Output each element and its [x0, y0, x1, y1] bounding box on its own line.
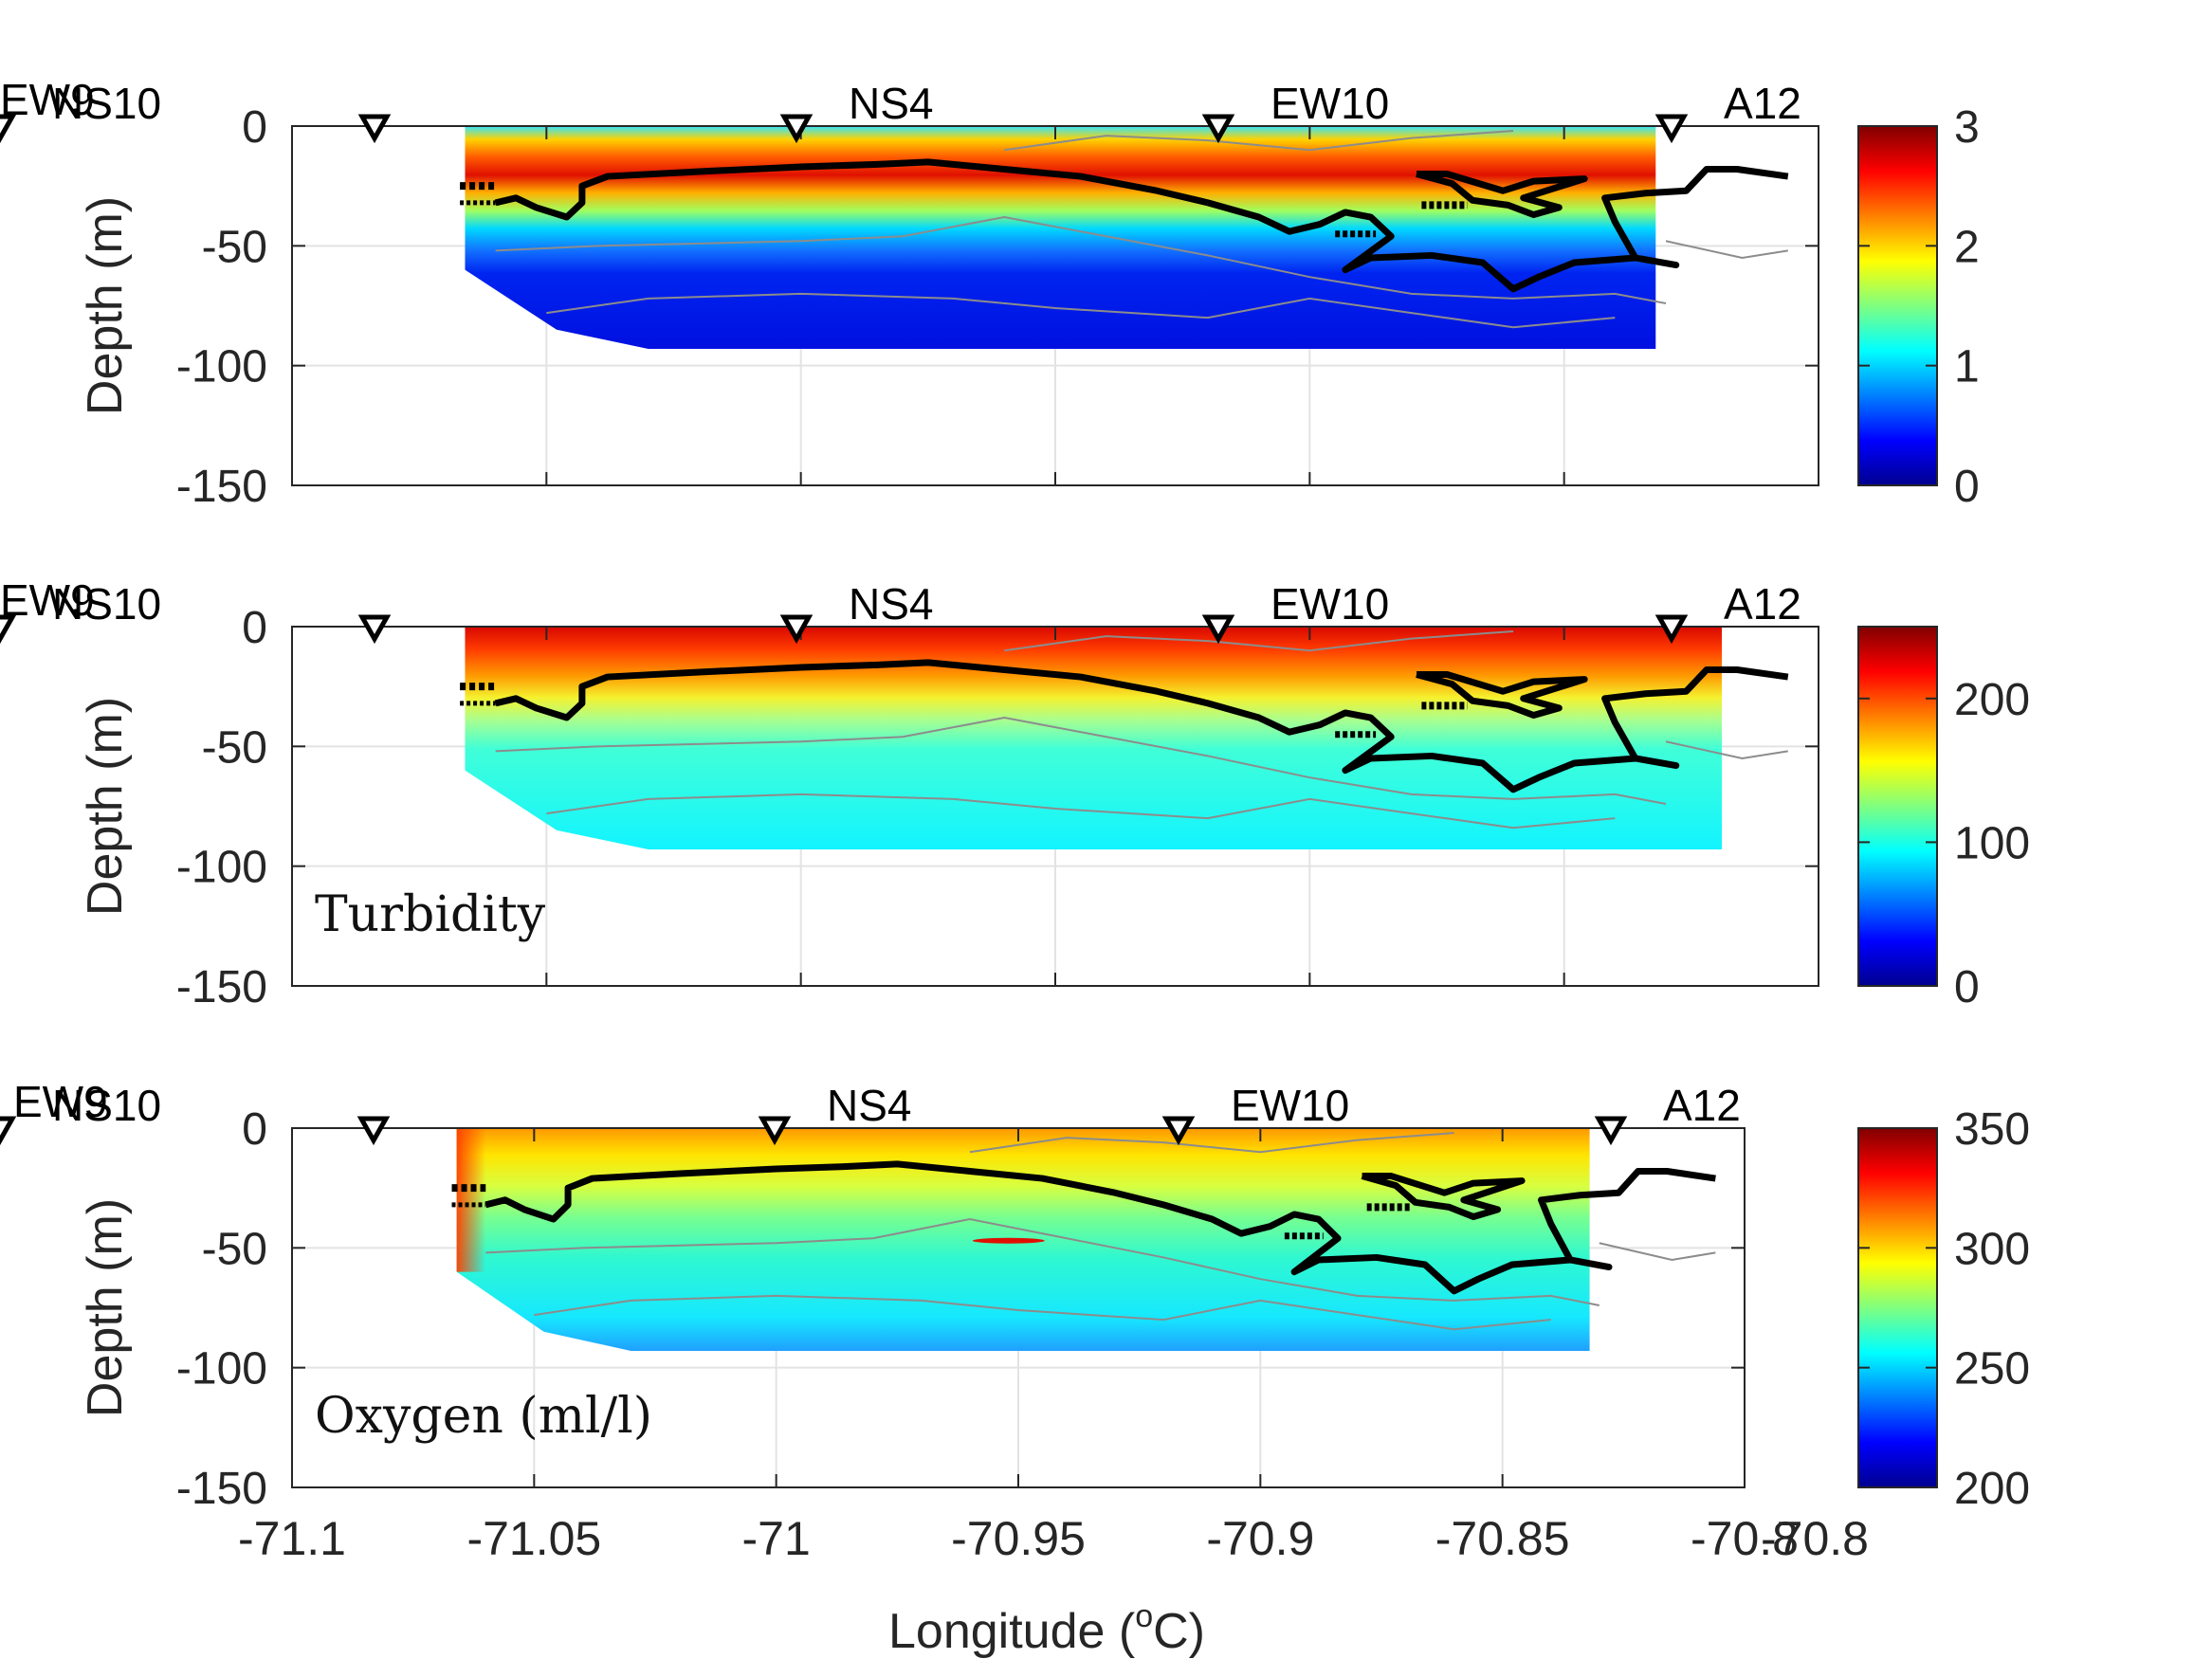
grey-contour [495, 716, 1667, 805]
grey-contour [1665, 240, 1788, 259]
station-label-ns4: NS4 [827, 1081, 911, 1130]
black-isoline [494, 659, 1789, 793]
inset-label: Turbidity [315, 886, 546, 943]
x-tick-label: -71.05 [466, 1512, 601, 1565]
x-axis-title-group: Longitude (oC) [888, 1598, 1205, 1659]
station-label-ew9: EW9 [13, 1077, 108, 1126]
y-tick-label: -50 [202, 1224, 267, 1274]
y-tick-label: -50 [202, 222, 267, 272]
station-marker-ns10 [0, 114, 17, 144]
panel-oxygen: 0 -50 -100 -150-71.1 -71.05 -71 -70.95 -70.9 -70… [0, 1077, 2030, 1565]
x-tick-label: -70.95 [951, 1512, 1086, 1565]
data-field [465, 126, 1656, 349]
grey-contour [1599, 1242, 1716, 1261]
colorbar-tick-label: 1 [1954, 342, 1980, 392]
station-label-a12: A12 [1724, 79, 1801, 128]
station-label-a12: A12 [1724, 579, 1801, 629]
station-label-ns10: NS10 [52, 79, 161, 128]
station-label-ew10: EW10 [1231, 1081, 1349, 1130]
station-marker-ns10 [0, 614, 17, 645]
data-field [465, 627, 1723, 849]
colorbar-tick-label: 350 [1954, 1104, 2030, 1155]
grey-contour [546, 793, 1616, 830]
x-tick-label: -70.9 [1206, 1512, 1314, 1565]
x-tick-label: -71 [742, 1512, 811, 1565]
station-marker-a12 [1654, 114, 1689, 144]
y-tick-label: 0 [242, 1104, 267, 1155]
x-tick-label: -70.85 [1435, 1512, 1570, 1565]
station-label-ns4: NS4 [849, 579, 933, 629]
station-label-a12: A12 [1663, 1081, 1741, 1130]
colorbar [1857, 1127, 1938, 1488]
x-tick-label: -71.1 [238, 1512, 346, 1565]
station-marker-ew9 [357, 114, 392, 144]
colorbar-tick-label: 2 [1954, 222, 1980, 272]
y-tick-label: -150 [176, 1464, 267, 1514]
data-field-edge [456, 1128, 486, 1272]
station-marker-ew9 [356, 1116, 391, 1146]
colorbar-tick-label: 0 [1954, 462, 1980, 512]
grey-contour [485, 1217, 1600, 1306]
x-tick-label: -70.8 [1761, 1512, 1869, 1565]
station-label-ew10: EW10 [1271, 79, 1389, 128]
station-marker-ns4 [779, 614, 814, 645]
data-anomaly [972, 1237, 1045, 1244]
colorbar-tick-label: 3 [1954, 102, 1980, 153]
grey-contour [495, 215, 1667, 304]
black-isoline-loop [1361, 1173, 1526, 1220]
grey-contour [1004, 130, 1514, 152]
station-marker-a12 [1594, 1116, 1628, 1146]
station-marker-ns4 [758, 1116, 792, 1146]
station-marker-ew10 [1161, 1116, 1196, 1146]
station-marker-ew9 [357, 614, 392, 645]
station-marker-ns4 [779, 114, 814, 144]
black-isoline-loop [1416, 671, 1588, 719]
y-tick-label: -150 [176, 962, 267, 1012]
grey-contour [969, 1132, 1454, 1154]
y-tick-label: -50 [202, 722, 267, 773]
colorbar [1857, 125, 1938, 486]
y-axis-title: Depth (m) [78, 1198, 133, 1417]
y-tick-label: -100 [176, 342, 267, 392]
station-label-ew10: EW10 [1271, 579, 1389, 629]
black-isoline-loop [1416, 171, 1588, 218]
grey-contour [546, 292, 1616, 329]
colorbar-tick-label: 200 [1954, 675, 2030, 725]
station-label-ew9: EW9 [0, 75, 95, 124]
station-marker-ew10 [1201, 114, 1235, 144]
station-label-ns4: NS4 [849, 79, 933, 128]
colorbar-tick-label: 100 [1954, 818, 2030, 868]
y-tick-label: 0 [242, 102, 267, 153]
station-marker-ns10 [0, 1116, 17, 1146]
grey-contour [1665, 740, 1788, 759]
x-axis-title: Longitude (oC) [888, 1598, 1205, 1659]
y-tick-label: 0 [242, 603, 267, 653]
colorbar [1857, 626, 1938, 987]
station-label-ns10: NS10 [52, 1081, 161, 1130]
y-tick-label: -100 [176, 843, 267, 893]
y-tick-label: -150 [176, 462, 267, 512]
station-marker-ew10 [1201, 614, 1235, 645]
colorbar-tick-label: 300 [1954, 1224, 2030, 1274]
inset-label: Oxygen (ml/l) [315, 1388, 652, 1445]
station-label-ns10: NS10 [52, 579, 161, 629]
station-label-ew9: EW9 [0, 575, 95, 625]
grey-contour [534, 1294, 1551, 1331]
y-axis-title: Depth (m) [78, 697, 133, 916]
y-tick-label: -100 [176, 1344, 267, 1395]
black-isoline [484, 1160, 1716, 1295]
grey-contour [1004, 630, 1514, 652]
colorbar-tick-label: 200 [1954, 1464, 2030, 1514]
y-axis-title: Depth (m) [78, 196, 133, 415]
station-marker-a12 [1654, 614, 1689, 645]
black-isoline [494, 158, 1789, 293]
colorbar-tick-label: 0 [1954, 962, 1980, 1012]
x-tick-label: -70.8 [1691, 1512, 1799, 1565]
colorbar-tick-label: 250 [1954, 1344, 2030, 1395]
